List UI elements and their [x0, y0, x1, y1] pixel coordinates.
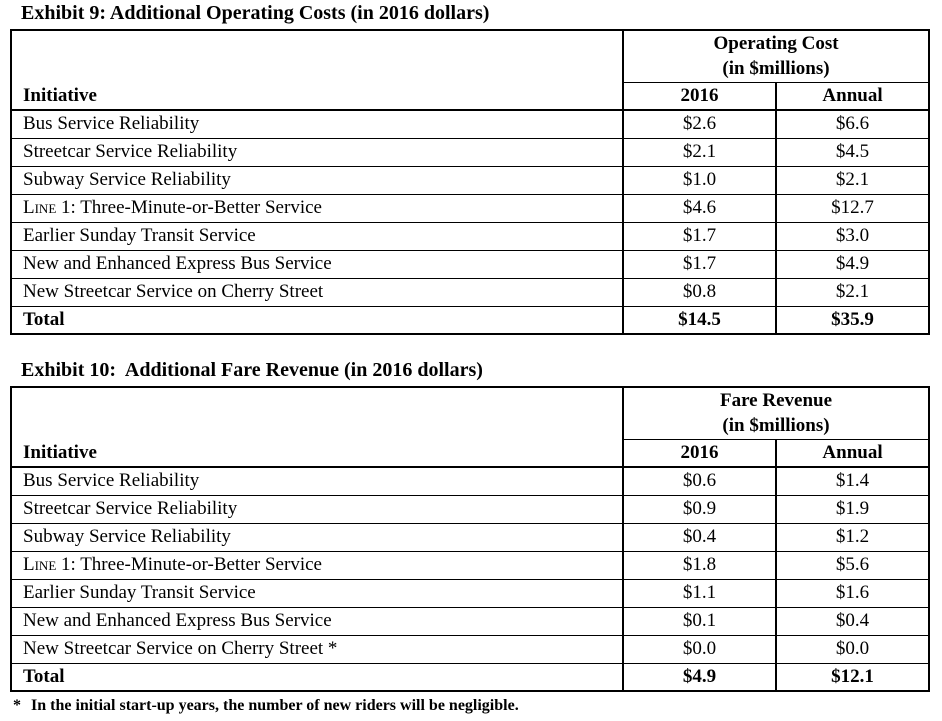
operating-cost-annual-cell: $4.9: [774, 249, 930, 279]
initiative-cell: Earlier Sunday Transit Service: [10, 221, 624, 251]
operating-cost-2016-cell: $2.6: [622, 109, 777, 139]
fare-revenue-annual-cell: $1.9: [774, 494, 930, 524]
exhibit10-body: Bus Service Reliability $0.6 $1.4 Street…: [10, 466, 930, 692]
table-row: Subway Service Reliability $1.0 $2.1: [10, 165, 930, 195]
total-2016-cell: $14.5: [622, 305, 777, 335]
total-row: Total $4.9 $12.1: [10, 662, 930, 692]
exhibit10-header: Initiative Fare Revenue (in $millions) 2…: [10, 386, 930, 468]
initiative-cell: Subway Service Reliability: [10, 165, 624, 195]
column-header-annual: Annual: [774, 81, 930, 111]
initiative-cell: Line 1: Three-Minute-or-Better Service: [10, 550, 624, 580]
fare-revenue-2016-cell: $1.1: [622, 578, 777, 608]
total-row: Total $14.5 $35.9: [10, 305, 930, 335]
initiative-cell: Line 1: Three-Minute-or-Better Service: [10, 193, 624, 223]
operating-cost-2016-cell: $2.1: [622, 137, 777, 167]
table-row: Earlier Sunday Transit Service $1.7 $3.0: [10, 221, 930, 251]
exhibit10-title: Exhibit 10: Additional Fare Revenue (in …: [21, 359, 483, 381]
exhibit9-header: Initiative Operating Cost (in $millions)…: [10, 29, 930, 111]
exhibit9-body: Bus Service Reliability $2.6 $6.6 Street…: [10, 109, 930, 335]
fare-revenue-2016-cell: $0.6: [622, 466, 777, 496]
table-row: Bus Service Reliability $2.6 $6.6: [10, 109, 930, 139]
initiative-cell: Earlier Sunday Transit Service: [10, 578, 624, 608]
column-header-initiative: Initiative: [10, 386, 624, 468]
fare-revenue-annual-cell: $5.6: [774, 550, 930, 580]
column-header-2016: 2016: [622, 438, 777, 468]
exhibit10-section: Exhibit 10: Additional Fare Revenue (in …: [10, 359, 931, 692]
exhibit9-section: Exhibit 9: Additional Operating Costs (i…: [10, 2, 931, 335]
column-group-header-fare-revenue: Fare Revenue (in $millions): [621, 386, 930, 440]
operating-cost-annual-cell: $2.1: [774, 165, 930, 195]
initiative-cell: Streetcar Service Reliability: [10, 137, 624, 167]
fare-revenue-2016-cell: $0.9: [622, 494, 777, 524]
fare-revenue-annual-cell: $1.4: [774, 466, 930, 496]
initiative-cell: Subway Service Reliability: [10, 522, 624, 552]
initiative-smallcaps-word: Line: [23, 554, 57, 575]
footnote-text: In the initial start-up years, the numbe…: [31, 697, 519, 714]
group-header-row: Initiative Fare Revenue (in $millions): [10, 386, 930, 468]
fare-revenue-annual-cell: $1.6: [774, 578, 930, 608]
initiative-cell: New and Enhanced Express Bus Service: [10, 606, 624, 636]
operating-cost-2016-cell: $0.8: [622, 277, 777, 307]
fare-revenue-annual-cell: $0.0: [774, 634, 930, 664]
group-header-line1: Operating Cost: [713, 33, 839, 55]
table-row: Streetcar Service Reliability $2.1 $4.5: [10, 137, 930, 167]
column-header-2016: 2016: [622, 81, 777, 111]
table-row: Streetcar Service Reliability $0.9 $1.9: [10, 494, 930, 524]
initiative-cell: Bus Service Reliability: [10, 466, 624, 496]
exhibit9-table: Initiative Operating Cost (in $millions)…: [10, 29, 931, 335]
group-header-row: Initiative Operating Cost (in $millions): [10, 29, 930, 111]
operating-cost-annual-cell: $12.7: [774, 193, 930, 223]
sub-header-row: 2016 Annual: [11, 81, 930, 111]
table-row: New and Enhanced Express Bus Service $1.…: [10, 249, 930, 279]
initiative-smallcaps-word: Line: [23, 197, 57, 218]
table-row: New and Enhanced Express Bus Service $0.…: [10, 606, 930, 636]
total-label-cell: Total: [10, 305, 624, 335]
initiative-cell: Bus Service Reliability: [10, 109, 624, 139]
initiative-cell: New Streetcar Service on Cherry Street *: [10, 634, 624, 664]
fare-revenue-2016-cell: $0.4: [622, 522, 777, 552]
initiative-label-rest: 1: Three-Minute-or-Better Service: [56, 554, 322, 575]
total-2016-cell: $4.9: [622, 662, 777, 692]
operating-cost-annual-cell: $4.5: [774, 137, 930, 167]
column-group-header-operating-cost: Operating Cost (in $millions): [621, 29, 930, 83]
footnote: * In the initial start-up years, the numb…: [13, 696, 928, 715]
initiative-cell: Streetcar Service Reliability: [10, 494, 624, 524]
operating-cost-annual-cell: $6.6: [774, 109, 930, 139]
operating-cost-2016-cell: $4.6: [622, 193, 777, 223]
table-row: Earlier Sunday Transit Service $1.1 $1.6: [10, 578, 930, 608]
fare-revenue-annual-cell: $0.4: [774, 606, 930, 636]
initiative-cell: New Streetcar Service on Cherry Street: [10, 277, 624, 307]
table-row: Bus Service Reliability $0.6 $1.4: [10, 466, 930, 496]
initiative-cell: New and Enhanced Express Bus Service: [10, 249, 624, 279]
fare-revenue-2016-cell: $0.1: [622, 606, 777, 636]
operating-cost-annual-cell: $2.1: [774, 277, 930, 307]
sub-header-row: 2016 Annual: [11, 438, 930, 468]
fare-revenue-annual-cell: $1.2: [774, 522, 930, 552]
table-row: New Streetcar Service on Cherry Street $…: [10, 277, 930, 307]
footnote-asterisk: *: [13, 697, 21, 714]
total-annual-cell: $12.1: [774, 662, 930, 692]
fare-revenue-2016-cell: $1.8: [622, 550, 777, 580]
group-header-line2: (in $millions): [722, 415, 830, 437]
exhibit9-title: Exhibit 9: Additional Operating Costs (i…: [21, 2, 490, 24]
total-annual-cell: $35.9: [774, 305, 930, 335]
operating-cost-2016-cell: $1.7: [622, 221, 777, 251]
table-row: Subway Service Reliability $0.4 $1.2: [10, 522, 930, 552]
initiative-label-rest: 1: Three-Minute-or-Better Service: [56, 197, 322, 218]
column-header-annual: Annual: [774, 438, 930, 468]
operating-cost-2016-cell: $1.7: [622, 249, 777, 279]
exhibit10-table: Initiative Fare Revenue (in $millions) 2…: [10, 386, 931, 692]
operating-cost-2016-cell: $1.0: [622, 165, 777, 195]
table-row: New Streetcar Service on Cherry Street *…: [10, 634, 930, 664]
table-row: Line 1: Three-Minute-or-Better Service $…: [10, 550, 930, 580]
column-header-initiative: Initiative: [10, 29, 624, 111]
table-row: Line 1: Three-Minute-or-Better Service $…: [10, 193, 930, 223]
operating-cost-annual-cell: $3.0: [774, 221, 930, 251]
group-header-line2: (in $millions): [722, 58, 830, 80]
fare-revenue-2016-cell: $0.0: [622, 634, 777, 664]
group-header-line1: Fare Revenue: [719, 390, 833, 412]
total-label-cell: Total: [10, 662, 624, 692]
